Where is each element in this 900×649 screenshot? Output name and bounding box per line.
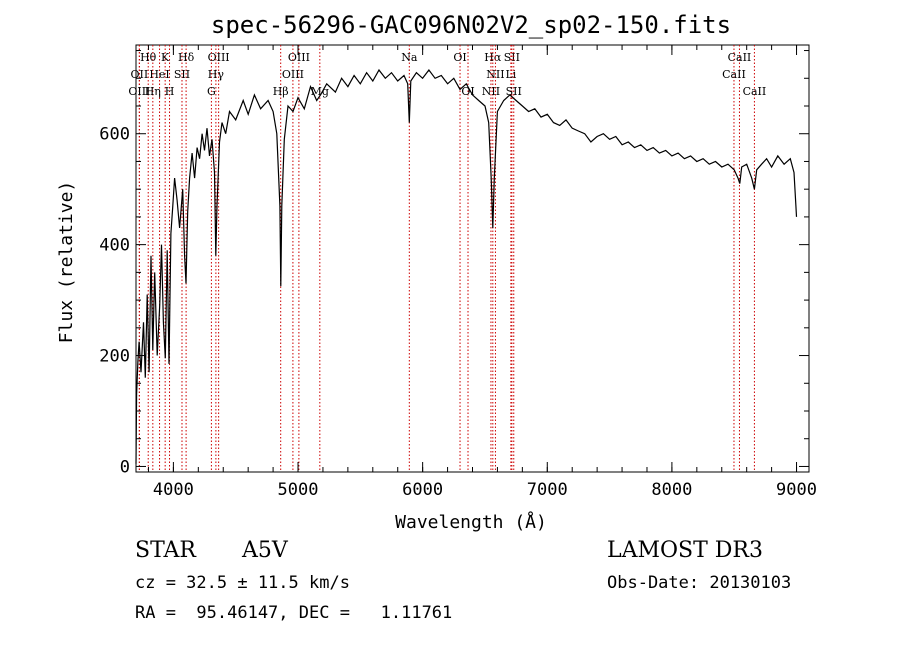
y-tick-label: 200: [99, 347, 130, 367]
line-label: G: [207, 85, 216, 98]
x-tick-label: 7000: [527, 480, 568, 500]
line-label: NII: [486, 68, 504, 81]
x-tick-label: 5000: [278, 480, 319, 500]
object-class: STAR: [135, 538, 196, 563]
line-label: Hα: [484, 51, 502, 64]
object-subclass: A5V: [242, 538, 288, 563]
line-label: OIII: [282, 68, 304, 81]
line-label: K: [161, 51, 170, 64]
line-label: OIII: [208, 51, 230, 64]
line-label: H: [165, 85, 175, 98]
chart-title: spec-56296-GAC096N02V2_sp02-150.fits: [211, 11, 731, 39]
x-tick-label: 4000: [153, 480, 194, 500]
line-label: Hδ: [178, 51, 195, 64]
line-label: OIII: [288, 51, 310, 64]
line-label: HeI: [149, 68, 169, 81]
y-tick-label: 0: [120, 457, 130, 477]
redshift-cz: cz = 32.5 ± 11.5 km/s: [135, 573, 350, 593]
survey-name: LAMOST DR3: [607, 538, 763, 563]
y-tick-label: 400: [99, 236, 130, 256]
y-axis-label: Flux (relative): [56, 181, 77, 344]
line-label: Hγ: [208, 68, 225, 81]
coordinates: RA = 95.46147, DEC = 1.11761: [135, 603, 453, 623]
line-label: Na: [401, 51, 418, 64]
plot-frame: [135, 44, 810, 473]
line-label: SII: [174, 68, 190, 81]
line-label: CaII: [743, 85, 767, 98]
line-label: OIII: [128, 85, 150, 98]
x-tick-label: 6000: [402, 480, 443, 500]
line-label: CaII: [722, 68, 746, 81]
line-label: NII: [482, 85, 500, 98]
x-tick-label: 9000: [776, 480, 817, 500]
line-label: Hθ: [140, 51, 157, 64]
line-label: Hη: [145, 85, 161, 98]
observation-date: Obs-Date: 20130103: [607, 573, 792, 593]
line-label: Hβ: [273, 85, 289, 98]
line-label: Li: [505, 68, 516, 81]
spectrum-series: [135, 68, 798, 464]
line-label: OI: [461, 85, 474, 98]
line-label: SII: [504, 51, 520, 64]
line-label: CaII: [728, 51, 752, 64]
x-axis-label: Wavelength (Å): [395, 511, 547, 533]
x-tick-label: 8000: [651, 480, 692, 500]
y-tick-label: 600: [99, 125, 130, 145]
line-label: OI: [453, 51, 466, 64]
